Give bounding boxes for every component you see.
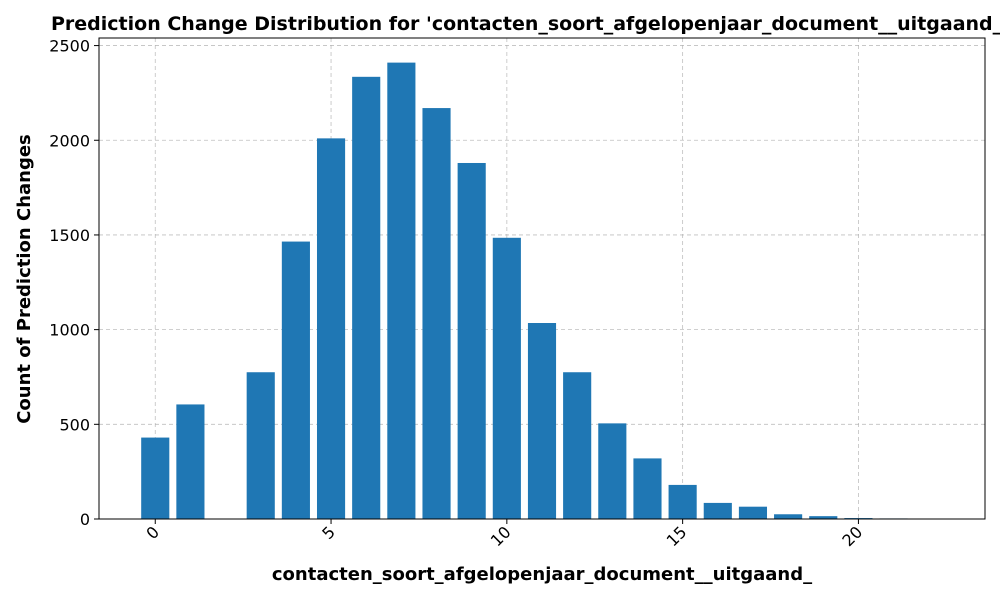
bar (563, 372, 592, 519)
y-tick-label: 1000 (49, 321, 90, 340)
bar (492, 237, 521, 519)
bar (809, 516, 838, 519)
chart-title: Prediction Change Distribution for 'cont… (51, 13, 1000, 35)
bar (281, 241, 310, 520)
y-tick-label: 500 (59, 415, 90, 434)
x-tick-label: 10 (487, 522, 515, 550)
x-tick-label: 0 (142, 522, 163, 543)
bar (176, 404, 205, 519)
bar (703, 502, 732, 519)
y-tick-label: 0 (80, 510, 90, 529)
bars (141, 62, 943, 520)
plot-frame (98, 37, 986, 520)
x-tick-label: 15 (663, 522, 691, 550)
x-tick-label: 5 (318, 522, 339, 543)
bar (668, 484, 697, 519)
bar (387, 62, 416, 520)
bar (633, 458, 662, 519)
bar (598, 423, 627, 519)
bar (527, 323, 557, 519)
x-tick-label: 20 (838, 522, 866, 550)
x-axis-label: contacten_soort_afgelopenjaar_document__… (272, 564, 812, 585)
bar (457, 162, 486, 519)
y-tick-label: 2500 (49, 37, 90, 56)
bar (422, 108, 451, 520)
bar (316, 138, 346, 519)
bar (738, 506, 768, 519)
y-tick-label: 2000 (49, 131, 90, 150)
y-tick-label: 1500 (49, 226, 90, 245)
bar (141, 437, 170, 519)
bar (352, 76, 381, 520)
y-axis-label: Count of Prediction Changes (14, 134, 35, 424)
bar (246, 372, 275, 519)
bar (774, 514, 803, 519)
